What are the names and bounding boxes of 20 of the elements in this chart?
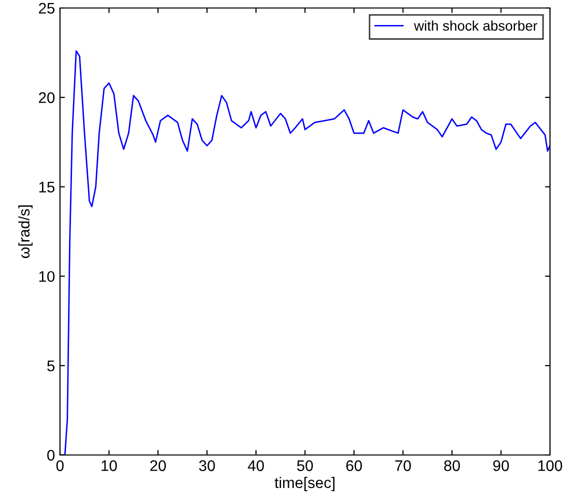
x-tick-label: 90 [493, 460, 509, 472]
y-tick-label: 5 [47, 360, 54, 372]
x-tick-label: 0 [56, 460, 64, 472]
x-tick-label: 20 [150, 460, 166, 472]
x-tick-label: 80 [444, 460, 460, 472]
y-tick-label: 20 [38, 92, 55, 104]
x-tick-label: 50 [297, 460, 313, 472]
x-tick-label: 100 [538, 460, 562, 472]
x-tick-label: 30 [199, 460, 215, 472]
y-axis-title: ω[rad/s] [18, 205, 33, 258]
y-tick-label: 0 [47, 450, 55, 461]
x-tick-label: 40 [248, 460, 264, 472]
x-tick-label: 60 [346, 460, 362, 472]
y-tick-label: 15 [39, 182, 54, 192]
x-tick-label: 10 [102, 460, 117, 472]
x-tick-label: 70 [395, 460, 411, 472]
x-axis-title: time[sec] [274, 476, 334, 492]
y-tick-label: 10 [39, 271, 55, 282]
y-tick-label: 25 [38, 2, 54, 14]
legend-label: with shock absorber [414, 20, 538, 31]
